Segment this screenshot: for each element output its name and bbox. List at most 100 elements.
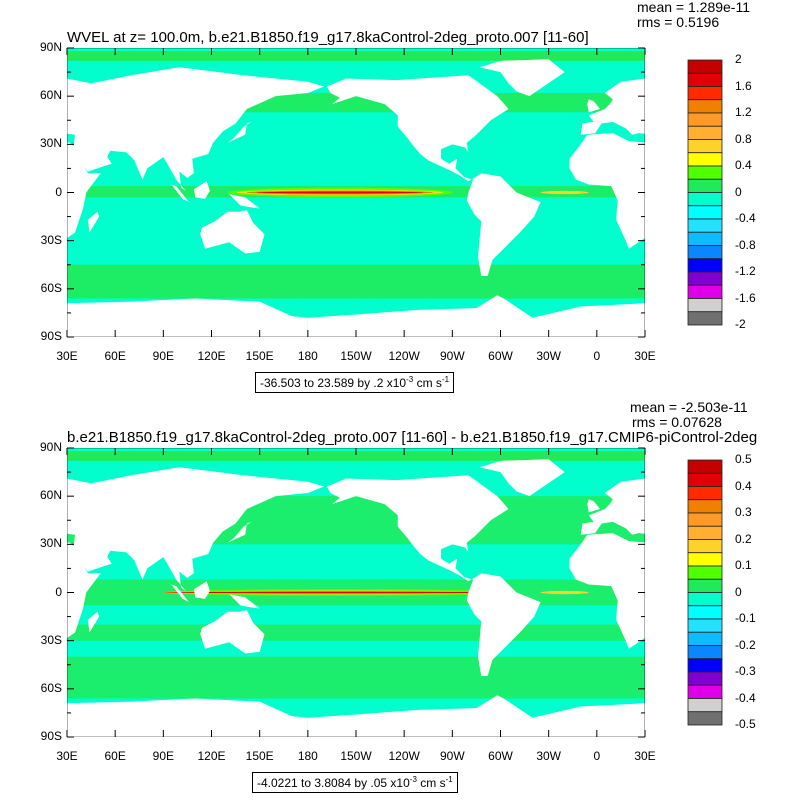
colorbar-swatch: [687, 112, 723, 127]
colorbar-swatch: [687, 592, 723, 607]
colorbar-swatch: [687, 86, 723, 101]
lat-label: 90N: [39, 40, 62, 54]
colorbar-swatch: [687, 245, 723, 260]
colorbar-swatch: [687, 711, 723, 726]
panel-title: b.e21.B1850.f19_g17.8kaControl-2deg_prot…: [67, 429, 758, 446]
lon-label: 30W: [536, 749, 561, 763]
land-sumatra: [171, 584, 190, 603]
colorbar-swatch: [687, 698, 723, 713]
land-antarctica: [307, 295, 645, 337]
land-africa: [67, 142, 101, 238]
range-unit: cm s: [413, 376, 442, 390]
range-unit-exponent: -1: [441, 375, 450, 384]
land-australia: [200, 610, 265, 654]
mean-value: mean = -2.503e-11: [630, 399, 748, 415]
colorbar-swatch: [687, 499, 723, 514]
land-borneo: [193, 581, 210, 599]
lat-label: 90S: [40, 729, 62, 743]
lon-label: 90E: [152, 749, 174, 763]
colorbar-swatch: [687, 459, 723, 474]
colorbar-label: -1.2: [735, 264, 756, 278]
land-northamerica: [327, 75, 509, 182]
colorbar-label: 0: [735, 184, 742, 199]
lat-label: 30S: [40, 232, 62, 247]
land-northamerica: [327, 475, 509, 582]
contour-band: [67, 264, 645, 299]
lat-label: 0: [55, 184, 62, 199]
colorbar-swatch: [687, 539, 723, 554]
lon-label: 60E: [104, 749, 126, 763]
colorbar-swatch: [687, 578, 723, 593]
lon-label: 30W: [536, 349, 561, 363]
colorbar-swatch: [687, 552, 723, 567]
mean-value: mean = 1.289e-11: [637, 0, 750, 15]
colorbar-swatch: [687, 311, 723, 326]
lon-label: 180: [297, 749, 318, 763]
land-eurasia: [580, 478, 645, 535]
colorbar-label: -1.6: [735, 290, 756, 305]
colorbar-label: 1.2: [735, 105, 752, 119]
colorbar-swatch: [687, 512, 723, 527]
range-text: -4.0221 to 3.8084 by .05 x10: [257, 776, 410, 790]
colorbar-label: -0.8: [735, 237, 756, 252]
colorbar-swatch: [687, 99, 723, 114]
land-australia: [200, 210, 265, 254]
colorbar-swatch: [687, 72, 723, 87]
colorbar-label: 0.5: [735, 452, 752, 466]
colorbar-swatch: [687, 139, 723, 154]
equatorial-upwelling: [256, 191, 424, 194]
colorbar-label: 0.2: [735, 531, 752, 546]
colorbar-swatch: [687, 231, 723, 246]
rms-value: rms = 0.5196: [637, 14, 720, 30]
colorbar: [687, 459, 723, 726]
land-borneo: [193, 181, 210, 199]
map-plot: [67, 448, 645, 737]
atlantic-upwelling: [540, 190, 589, 195]
colorbar: [687, 59, 723, 326]
land-antarctica: [67, 298, 308, 337]
colorbar-label: 0.8: [735, 131, 752, 146]
land-southamerica: [466, 573, 541, 676]
land-antarctica: [307, 695, 645, 737]
colorbar-swatch: [687, 192, 723, 207]
colorbar-swatch: [687, 645, 723, 660]
lat-label: 60S: [40, 680, 62, 695]
land-newguinea: [229, 194, 260, 209]
land-sumatra: [171, 184, 190, 203]
colorbar-swatch: [687, 631, 723, 646]
colorbar-swatch: [687, 298, 723, 313]
rms-value: rms = 0.07628: [632, 414, 722, 430]
land-africa: [569, 533, 645, 649]
land-greenland: [479, 59, 565, 97]
lon-label: 30E: [634, 749, 656, 763]
colorbar-label: 0.1: [735, 558, 752, 572]
land-eurasia: [580, 78, 645, 135]
land-africa: [67, 542, 101, 638]
equatorial-upwelling: [163, 591, 517, 594]
tick-marks: [66, 47, 646, 338]
land-uk: [587, 499, 601, 513]
lon-label: 120E: [197, 349, 226, 363]
land-antarctica: [67, 698, 308, 737]
land-southamerica: [466, 173, 541, 276]
land-eurasia: [67, 67, 324, 191]
colorbar-label: -2: [735, 317, 746, 331]
land-africa: [569, 133, 645, 249]
lat-label: 30N: [39, 136, 62, 151]
colorbar-swatch: [687, 525, 723, 540]
lon-label: 120W: [388, 749, 420, 763]
land-newguinea: [229, 594, 260, 609]
land-uk: [587, 99, 601, 113]
colorbar-label: 0.3: [735, 505, 752, 519]
colorbar-swatch: [687, 165, 723, 180]
lon-label: 90W: [439, 349, 465, 363]
lon-label: 150E: [245, 749, 274, 763]
lon-label: 120W: [388, 349, 420, 363]
colorbar-swatch: [687, 59, 723, 74]
colorbar-label: 0: [735, 584, 742, 599]
colorbar-swatch: [687, 271, 723, 286]
contour-range-label: -4.0221 to 3.8084 by .05 x10-3 cm s-1: [252, 772, 458, 793]
lon-label: 90W: [439, 749, 465, 763]
contour-range-label: -36.503 to 23.589 by .2 x10-3 cm s-1: [255, 372, 455, 393]
lon-label: 60E: [104, 349, 126, 363]
